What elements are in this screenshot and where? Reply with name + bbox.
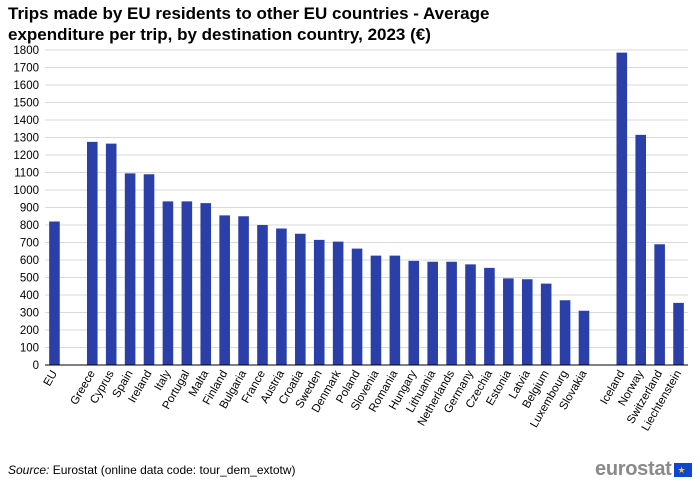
y-tick-label: 600 [20,255,39,267]
y-tick-label: 300 [20,308,39,320]
bar-malta [200,203,212,365]
y-tick-label: 700 [20,238,39,250]
y-tick-label: 500 [20,273,39,285]
y-tick-label: 1600 [13,80,39,92]
source-text: Eurostat (online data code: tour_dem_ext… [49,463,296,477]
y-tick-label: 1400 [13,115,39,127]
y-tick-label: 0 [33,360,39,372]
y-tick-label: 1000 [13,185,39,197]
bar-latvia [521,279,533,365]
bar-liechtenstein [673,302,684,365]
bar-sweden [313,239,325,365]
y-tick-label: 1200 [13,150,39,162]
bar-cyprus [105,143,117,365]
bar-netherlands [446,261,457,365]
x-tick-label: EU [42,369,60,389]
bar-austria [276,228,287,365]
y-tick-label: 1800 [13,45,39,57]
y-tick-label: 1100 [14,168,39,180]
bar-luxembourg [559,300,571,365]
gridlines [45,49,688,366]
bar-czechia [484,267,495,365]
bar-ireland [143,174,155,365]
bar-spain [124,173,136,365]
bar-switzerland [654,244,665,365]
source-note: Source: Eurostat (online data code: tour… [8,463,296,477]
bar-belgium [540,283,552,365]
bars [49,52,684,365]
y-tick-label: 100 [20,343,39,355]
y-tick-label: 1500 [13,98,39,110]
bar-denmark [332,241,344,365]
source-label: Source: [8,463,50,477]
bar-poland [351,248,363,365]
y-tick-label: 900 [20,203,39,215]
chart-title: Trips made by EU residents to other EU c… [8,4,490,44]
y-axis-ticks: 0 100 200 300 400 500 600 700 800 900 1000 1100 1200… [13,45,39,372]
bar-hungary [408,260,420,365]
bar-bulgaria [238,216,249,365]
bar-eu [49,221,60,365]
bar-romania [389,255,401,365]
bar-norway [635,134,647,365]
bar-iceland [616,52,628,365]
y-tick-label: 400 [20,290,39,302]
y-tick-label: 1700 [13,63,39,75]
bar-lithuania [427,261,438,365]
bar-finland [219,215,230,365]
bar-croatia [295,233,306,365]
eu-flag-icon: ★ [673,462,692,477]
bar-france [257,225,268,365]
bar-portugal [181,201,193,365]
y-tick-label: 200 [20,325,39,337]
logo-text: eurostat [595,458,672,480]
x-axis-ticks: EU GreeceCyprusSpainIrelandItalyPortugalM… [42,368,684,433]
bar-greece [86,141,98,365]
y-tick-label: 800 [20,220,39,232]
bar-slovenia [370,255,382,365]
bar-slovakia [578,310,590,365]
eurostat-logo: eurostat ★ [595,458,692,481]
bar-germany [465,264,476,365]
bar-italy [162,201,174,365]
y-tick-label: 1300 [13,133,39,145]
bar-estonia [503,278,514,365]
